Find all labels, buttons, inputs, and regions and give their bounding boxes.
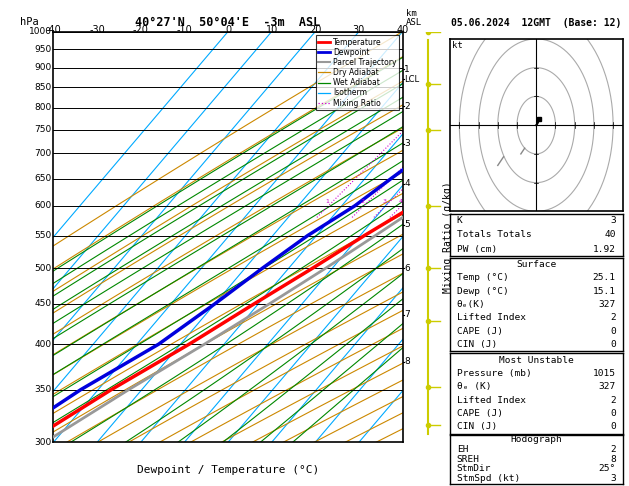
Text: 327: 327 (599, 382, 616, 391)
Text: Surface: Surface (516, 260, 556, 269)
Text: 25°: 25° (599, 465, 616, 473)
Text: 3: 3 (610, 216, 616, 226)
Text: 350: 350 (35, 385, 52, 394)
Title: 40°27'N  50°04'E  -3m  ASL: 40°27'N 50°04'E -3m ASL (135, 16, 321, 29)
Text: 10: 10 (265, 25, 278, 35)
Text: Mixing Ratio (g/kg): Mixing Ratio (g/kg) (443, 181, 453, 293)
Text: 4: 4 (399, 199, 403, 204)
Text: 2: 2 (360, 199, 365, 204)
Text: 0: 0 (610, 409, 616, 418)
Text: 0: 0 (610, 327, 616, 336)
Text: 30: 30 (353, 25, 365, 35)
Text: 4: 4 (404, 179, 410, 188)
Text: Pressure (mb): Pressure (mb) (457, 369, 532, 378)
Text: 400: 400 (35, 340, 52, 348)
Text: CAPE (J): CAPE (J) (457, 409, 503, 418)
Text: 1.92: 1.92 (593, 244, 616, 254)
Text: CAPE (J): CAPE (J) (457, 327, 503, 336)
Text: 1015: 1015 (593, 369, 616, 378)
Text: kt: kt (452, 40, 462, 50)
Text: 05.06.2024  12GMT  (Base: 12): 05.06.2024 12GMT (Base: 12) (451, 18, 621, 28)
Text: 8: 8 (404, 357, 410, 366)
Text: 1: 1 (325, 199, 329, 204)
Text: SREH: SREH (457, 455, 480, 464)
Text: Dewpoint / Temperature (°C): Dewpoint / Temperature (°C) (137, 465, 319, 475)
Text: 5: 5 (404, 220, 410, 229)
Text: 6: 6 (404, 263, 410, 273)
Text: Most Unstable: Most Unstable (499, 355, 574, 364)
Text: 550: 550 (35, 231, 52, 240)
Text: CIN (J): CIN (J) (457, 422, 497, 432)
Text: 2: 2 (610, 313, 616, 322)
Text: Dewp (°C): Dewp (°C) (457, 287, 508, 295)
Text: 25.1: 25.1 (593, 273, 616, 282)
Text: 40: 40 (396, 25, 409, 35)
Text: 327: 327 (599, 300, 616, 309)
Text: 8: 8 (610, 455, 616, 464)
Text: PW (cm): PW (cm) (457, 244, 497, 254)
Text: 600: 600 (35, 201, 52, 210)
Text: 900: 900 (35, 63, 52, 72)
Text: 1: 1 (404, 65, 410, 74)
Text: 650: 650 (35, 174, 52, 183)
Text: EH: EH (457, 445, 468, 454)
Text: StmDir: StmDir (457, 465, 491, 473)
Text: -40: -40 (45, 25, 62, 35)
Text: LCL: LCL (404, 74, 420, 84)
Text: 40: 40 (604, 230, 616, 240)
Text: 700: 700 (35, 149, 52, 158)
Text: 3: 3 (610, 474, 616, 483)
Text: K: K (457, 216, 462, 226)
Text: Hodograph: Hodograph (510, 435, 562, 444)
Text: 0: 0 (610, 340, 616, 349)
Text: 2: 2 (404, 102, 410, 110)
Text: Lifted Index: Lifted Index (457, 396, 526, 405)
Text: -10: -10 (177, 25, 192, 35)
Text: 3: 3 (382, 199, 386, 204)
Text: Totals Totals: Totals Totals (457, 230, 532, 240)
Text: CIN (J): CIN (J) (457, 340, 497, 349)
Text: 450: 450 (35, 299, 52, 309)
Text: 750: 750 (35, 125, 52, 134)
Text: 3: 3 (404, 139, 410, 148)
Text: 0: 0 (225, 25, 231, 35)
Text: Lifted Index: Lifted Index (457, 313, 526, 322)
Text: 2: 2 (610, 396, 616, 405)
Text: 950: 950 (35, 45, 52, 53)
Text: 800: 800 (35, 103, 52, 112)
Text: 1000: 1000 (29, 27, 52, 36)
Text: Temp (°C): Temp (°C) (457, 273, 508, 282)
Text: 2: 2 (610, 445, 616, 454)
Text: 0: 0 (610, 422, 616, 432)
Text: 7: 7 (404, 310, 410, 319)
Text: θₑ (K): θₑ (K) (457, 382, 491, 391)
Text: 20: 20 (309, 25, 321, 35)
Text: -20: -20 (133, 25, 148, 35)
Text: km
ASL: km ASL (406, 9, 422, 28)
Text: StmSpd (kt): StmSpd (kt) (457, 474, 520, 483)
Text: 15.1: 15.1 (593, 287, 616, 295)
Text: θₑ(K): θₑ(K) (457, 300, 486, 309)
Text: hPa: hPa (19, 17, 38, 28)
Legend: Temperature, Dewpoint, Parcel Trajectory, Dry Adiabat, Wet Adiabat, Isotherm, Mi: Temperature, Dewpoint, Parcel Trajectory… (316, 35, 399, 110)
Text: 500: 500 (35, 263, 52, 273)
Text: -30: -30 (89, 25, 105, 35)
Text: 300: 300 (35, 438, 52, 447)
Text: 850: 850 (35, 83, 52, 91)
